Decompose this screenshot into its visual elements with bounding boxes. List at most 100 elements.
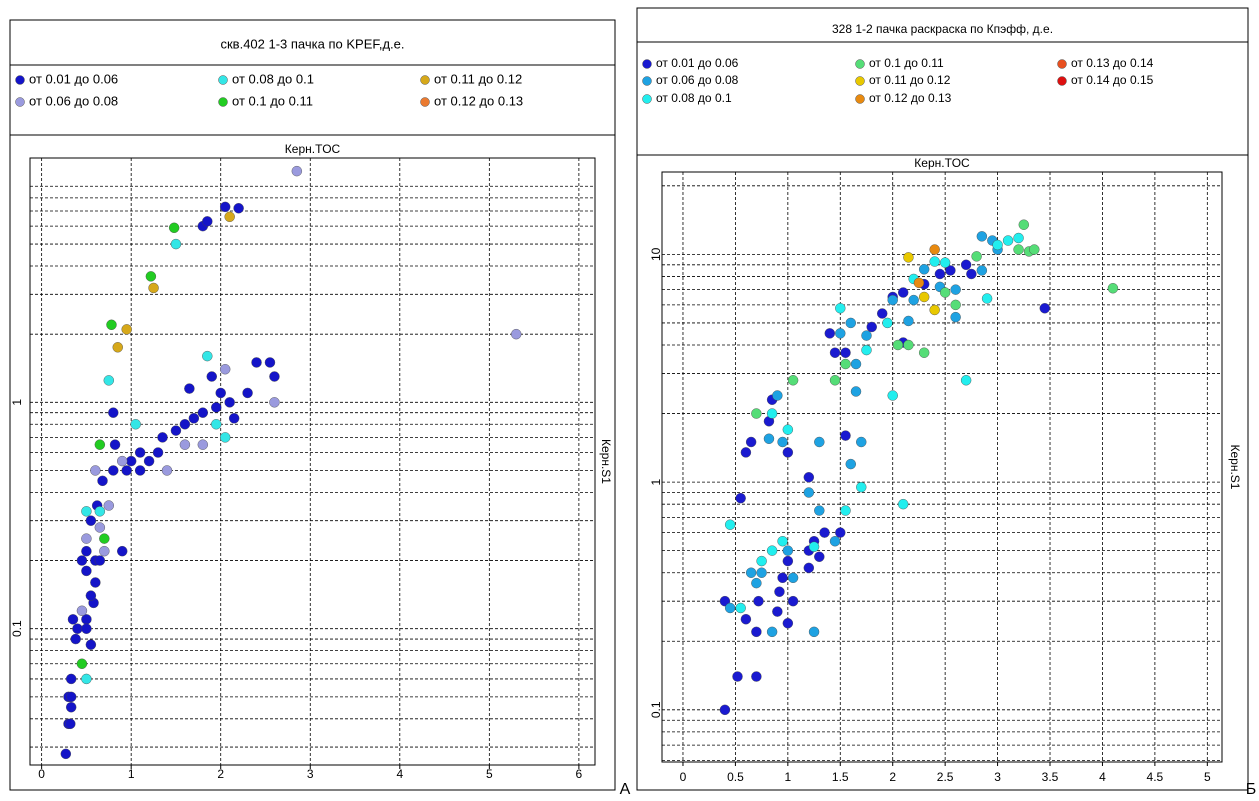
data-point [99,533,110,544]
data-point [60,748,72,760]
panel-label: A [620,781,631,796]
data-point [824,328,835,339]
data-point [134,465,146,476]
legend-marker [855,59,865,69]
data-point [950,284,961,295]
data-point [1107,283,1119,294]
data-point [188,413,200,424]
data-point [735,602,746,614]
legend-marker [420,97,430,107]
data-point [269,371,280,382]
data-point [903,252,914,263]
legend-marker [1057,76,1067,86]
chart-panel: 328 1-2 пачка раскраска по Кпэфф, д.е. от… [636,7,1249,791]
legend-label: от 0.13 до 0.14 [1071,56,1154,70]
data-point [81,506,92,517]
data-point [819,527,830,538]
data-point [72,623,83,634]
data-point [719,704,731,716]
data-point [992,239,1003,251]
data-point [882,317,893,329]
legend-marker [642,94,652,104]
data-point [897,287,909,298]
legend-label: от 0.06 до 0.08 [656,73,739,87]
x-tick-label: 4.5 [1147,770,1164,784]
data-point [1018,219,1029,230]
chart-panel: скв.402 1-3 пачка по KPEF,д.е. от 0.01 до… [9,19,616,791]
data-point [814,505,825,516]
data-point [756,555,767,567]
data-point [152,447,164,458]
chart-title: 328 1-2 пачка раскраска по Кпэфф, д.е. [832,22,1053,36]
legend-label: от 0.01 до 0.06 [29,71,118,86]
data-point [103,375,114,386]
x-tick-label: 1.5 [832,770,849,784]
data-point [117,545,128,557]
y-tick-label: 0.1 [649,701,663,718]
data-point [814,551,825,562]
data-point [782,447,794,458]
y-tick-label: 0.1 [10,620,24,637]
legend-label: от 0.11 до 0.12 [869,73,951,87]
panel-label: Б [1246,781,1257,796]
data-point [81,623,92,634]
plot-area [29,157,596,766]
data-point [65,702,77,713]
legend-label: от 0.11 до 0.12 [434,71,522,86]
legend-marker [855,76,865,86]
data-point [130,419,141,430]
data-point [845,458,856,470]
x-tick-label: 2 [217,767,224,781]
data-point [787,572,799,583]
data-point [835,527,846,538]
legend-label: от 0.06 до 0.08 [29,93,118,108]
data-point [179,419,191,430]
data-point [740,613,752,625]
data-point [772,606,783,617]
data-point [94,555,106,566]
legend-marker [218,97,228,107]
legend-marker [642,59,652,69]
data-point [732,671,743,682]
data-point [108,407,119,418]
data-point [787,375,799,386]
data-point [913,277,925,289]
legend-label: от 0.1 до 0.11 [869,56,944,70]
data-point [971,251,982,262]
data-point [845,317,856,329]
data-point [939,257,951,268]
legend-label: от 0.12 до 0.13 [434,93,523,108]
data-point [850,386,862,397]
data-point [840,505,851,516]
data-point [1039,303,1050,314]
data-point [211,419,222,430]
legend-marker [15,97,25,107]
data-point [157,432,168,443]
data-point [976,265,988,276]
data-point [85,515,97,526]
x-tick-label: 0.5 [727,770,744,784]
data-point [981,293,993,304]
y-axis-label: Керн.S1 [599,439,613,484]
legend-marker [855,94,865,104]
x-tick-label: 3 [994,770,1001,784]
data-point [840,347,851,358]
data-point [184,383,195,394]
data-point [782,424,794,435]
data-point [1029,244,1040,255]
data-point [897,498,909,510]
legend-label: от 0.08 до 0.1 [232,71,314,86]
data-point [934,268,946,280]
data-point [211,402,222,413]
data-point [772,390,783,401]
data-point [125,455,137,467]
data-point [735,492,746,504]
data-point [724,519,736,530]
data-point [861,330,872,341]
data-point [751,408,762,419]
data-point [950,311,961,323]
x-tick-label: 2.5 [937,770,954,784]
data-point [777,572,788,583]
data-point [929,304,940,316]
data-point [202,350,213,362]
